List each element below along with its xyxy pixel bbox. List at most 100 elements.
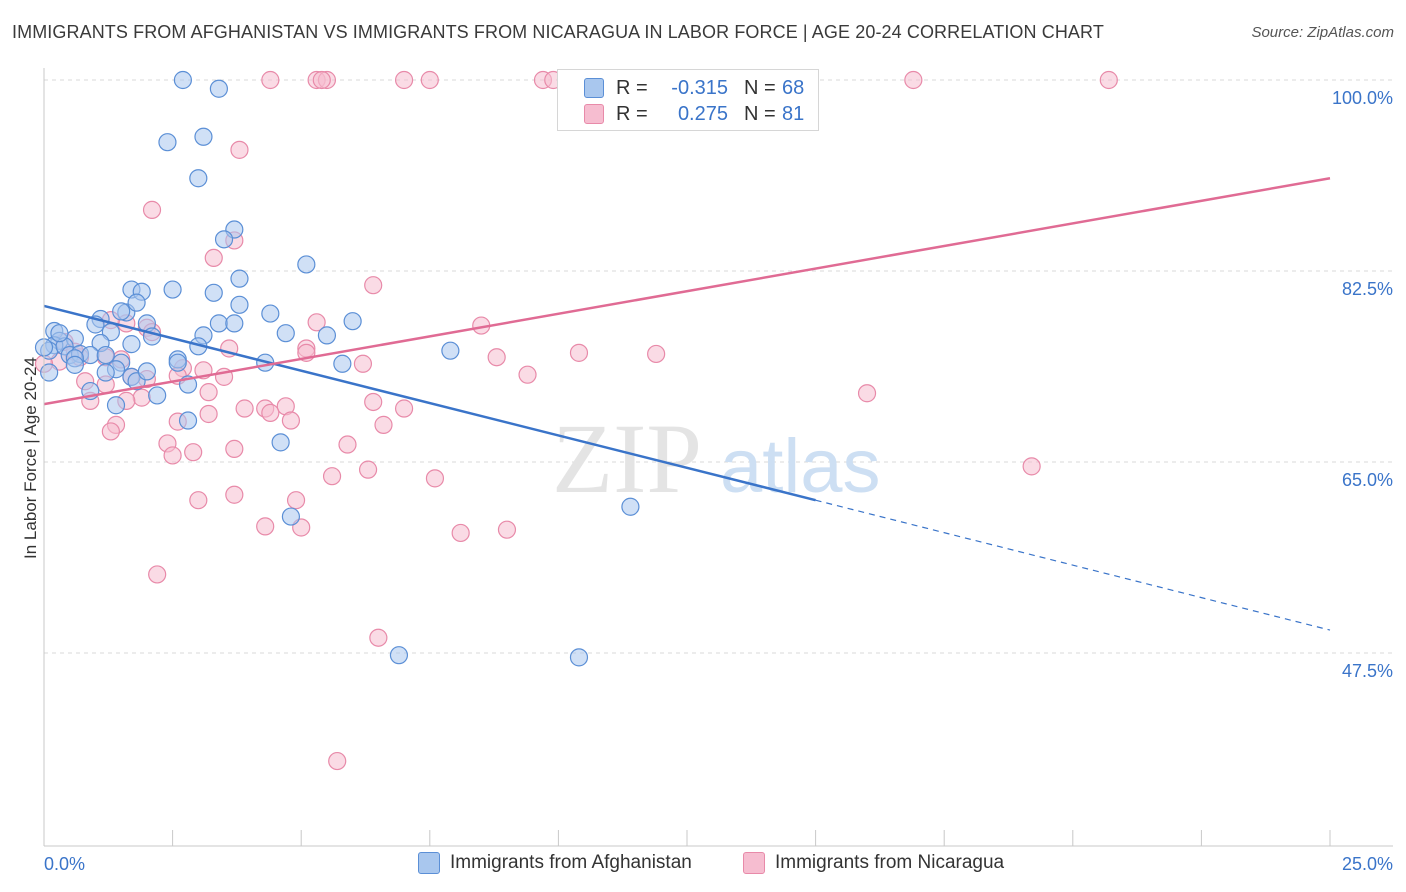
nicaragua-point bbox=[189, 491, 208, 510]
y-tick-label: 100.0% bbox=[1332, 88, 1393, 108]
afghanistan-point bbox=[158, 133, 177, 152]
nicaragua-point bbox=[358, 460, 378, 479]
nicaragua-point bbox=[425, 469, 445, 488]
x-tick-label: 0.0% bbox=[44, 854, 85, 874]
y-tick-label: 47.5% bbox=[1342, 661, 1393, 681]
nicaragua-point bbox=[312, 70, 331, 90]
afghanistan-trend-line bbox=[43, 304, 816, 502]
nicaragua-point bbox=[199, 404, 218, 424]
nicaragua-point bbox=[256, 517, 275, 536]
nicaragua-point bbox=[420, 70, 439, 90]
afghanistan-point bbox=[389, 646, 409, 665]
grid-layer bbox=[44, 79, 1393, 654]
nicaragua-point bbox=[497, 520, 517, 539]
legend-swatch-nicaragua bbox=[584, 104, 604, 124]
afghanistan-point bbox=[173, 70, 192, 90]
nicaragua-point bbox=[394, 70, 414, 90]
afghanistan-point bbox=[261, 304, 280, 323]
afghanistan-point bbox=[621, 497, 640, 516]
nicaragua-point bbox=[857, 384, 877, 403]
afghanistan-point bbox=[137, 362, 156, 381]
afghanistan-point bbox=[40, 363, 59, 382]
afghanistan-point bbox=[225, 314, 244, 333]
afghanistan-point bbox=[204, 283, 223, 302]
legend-n-value: 81 bbox=[782, 102, 805, 125]
axis-layer: 47.5% 65.0% 82.5% 100.0% 0.0% 25.0% bbox=[43, 68, 1393, 874]
nicaragua-point bbox=[364, 276, 383, 295]
watermark-atlas: atlas bbox=[720, 424, 881, 509]
nicaragua-point bbox=[132, 388, 151, 407]
legend-r-label: R = bbox=[616, 76, 648, 99]
afghanistan-point bbox=[317, 326, 337, 345]
nicaragua-point bbox=[286, 491, 306, 510]
afghanistan-point bbox=[271, 433, 290, 452]
legend-item-afghanistan[interactable]: Immigrants from Afghanistan bbox=[418, 852, 692, 874]
afghanistan-point bbox=[276, 324, 295, 343]
legend-label-nicaragua: Immigrants from Nicaragua bbox=[775, 852, 1005, 873]
legend-swatch-afghanistan bbox=[418, 852, 440, 874]
nicaragua-point bbox=[225, 485, 244, 504]
nicaragua-point bbox=[364, 392, 383, 412]
legend-n-label: N = bbox=[744, 76, 776, 99]
nicaragua-point bbox=[338, 435, 357, 454]
legend-row-afghanistan: R = -0.315 N = 68 bbox=[616, 77, 804, 99]
nicaragua-point bbox=[394, 399, 414, 418]
nicaragua-point bbox=[647, 344, 666, 364]
legend-swatch-nicaragua bbox=[743, 852, 765, 874]
legend-r-value: -0.315 bbox=[671, 76, 728, 99]
nicaragua-point bbox=[225, 439, 244, 459]
nicaragua-point bbox=[353, 354, 373, 373]
afghanistan-point bbox=[333, 354, 352, 373]
afghanistan-point bbox=[569, 648, 589, 667]
nicaragua-point bbox=[369, 628, 388, 647]
afghanistan-trend-extension bbox=[815, 499, 1331, 631]
afghanistan-point bbox=[148, 386, 167, 405]
chart-title: IMMIGRANTS FROM AFGHANISTAN VS IMMIGRANT… bbox=[12, 22, 1104, 42]
nicaragua-point bbox=[235, 399, 254, 418]
nicaragua-point bbox=[904, 70, 923, 90]
afghanistan-point bbox=[189, 169, 208, 188]
afghanistan-point bbox=[112, 302, 131, 321]
legend-n-value: 68 bbox=[782, 76, 805, 99]
legend-label-afghanistan: Immigrants from Afghanistan bbox=[450, 852, 692, 873]
nicaragua-point bbox=[281, 411, 301, 430]
nicaragua-point bbox=[328, 751, 347, 771]
nicaragua-point bbox=[487, 348, 506, 367]
trend-layer bbox=[43, 176, 1331, 631]
afghanistan-point bbox=[50, 324, 69, 343]
afghanistan-point bbox=[163, 280, 182, 299]
afghanistan-point bbox=[209, 314, 228, 333]
afghanistan-point bbox=[122, 335, 141, 354]
nicaragua-point bbox=[569, 343, 589, 362]
series-legend: Immigrants from Afghanistan Immigrants f… bbox=[0, 852, 1406, 878]
nicaragua-point bbox=[1099, 70, 1118, 90]
nicaragua-point bbox=[374, 415, 393, 434]
nicaragua-point bbox=[163, 446, 182, 465]
afghanistan-point bbox=[168, 353, 187, 372]
afghanistan-point bbox=[178, 411, 198, 430]
afghanistan-point bbox=[127, 293, 146, 312]
nicaragua-point bbox=[184, 443, 203, 462]
afghanistan-point bbox=[230, 295, 249, 314]
afghanistan-point bbox=[230, 269, 249, 288]
legend-item-nicaragua[interactable]: Immigrants from Nicaragua bbox=[743, 852, 1004, 874]
legend-row-nicaragua: R = 0.275 N = 81 bbox=[616, 103, 804, 125]
nicaragua-point bbox=[518, 365, 537, 384]
stats-legend: R = -0.315 N = 68 R = 0.275 N = 81 bbox=[557, 69, 819, 131]
afghanistan-point bbox=[297, 255, 316, 274]
nicaragua-point bbox=[1022, 457, 1041, 476]
nicaragua-point bbox=[148, 565, 167, 584]
nicaragua-point bbox=[451, 523, 470, 543]
afghanistan-point bbox=[65, 355, 84, 374]
y-tick-label: 82.5% bbox=[1342, 279, 1393, 299]
nicaragua-point bbox=[230, 140, 249, 159]
y-tick-label: 65.0% bbox=[1342, 470, 1393, 490]
legend-r-label: R = bbox=[616, 102, 648, 125]
afghanistan-point bbox=[106, 396, 126, 415]
nicaragua-point bbox=[101, 422, 120, 441]
legend-r-value: 0.275 bbox=[677, 102, 728, 125]
legend-n-label: N = bbox=[744, 102, 776, 125]
nicaragua-trend-line bbox=[43, 176, 1331, 406]
x-tick-label: 25.0% bbox=[1342, 854, 1393, 874]
